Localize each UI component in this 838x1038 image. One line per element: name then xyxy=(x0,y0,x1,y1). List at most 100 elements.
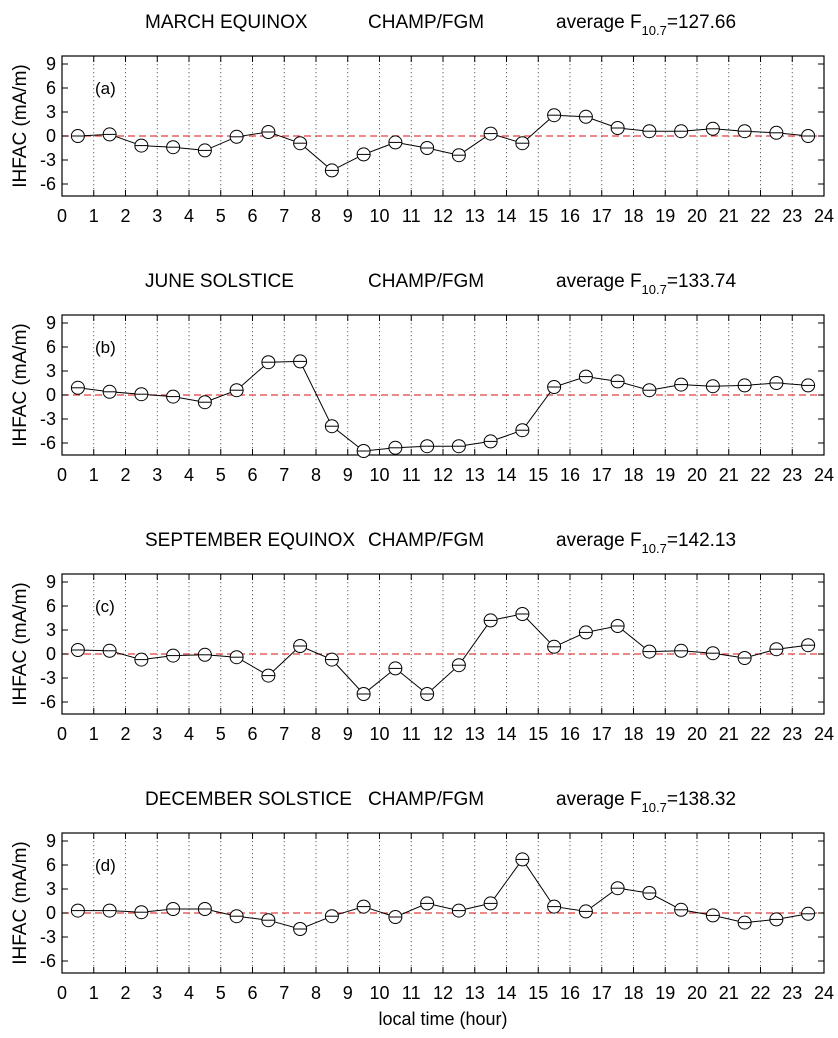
y-tick-label: -6 xyxy=(40,433,56,453)
y-tick-label: 6 xyxy=(46,337,56,357)
x-tick-label: 4 xyxy=(184,983,194,1003)
x-tick-label: 19 xyxy=(655,465,675,485)
x-tick-label: 6 xyxy=(247,724,257,744)
x-tick-label: 22 xyxy=(750,724,770,744)
panel-title-instrument: CHAMP/FGM xyxy=(368,789,484,810)
x-tick-label: 21 xyxy=(719,724,739,744)
panel-title-f107: average F10.7=142.13 xyxy=(556,530,736,556)
x-tick-label: 21 xyxy=(719,983,739,1003)
x-tick-label: 17 xyxy=(592,983,612,1003)
x-tick-label: 9 xyxy=(343,206,353,226)
panel-b: JUNE SOLSTICE CHAMP/FGM average F10.7=133.… xyxy=(10,271,834,485)
x-tick-label: 2 xyxy=(120,206,130,226)
data-point xyxy=(420,687,435,701)
data-point xyxy=(737,651,752,665)
x-tick-label: 5 xyxy=(216,983,226,1003)
y-tick-label: -3 xyxy=(40,409,56,429)
data-point xyxy=(769,125,784,140)
data-point xyxy=(356,147,371,162)
x-tick-label: 23 xyxy=(782,206,802,226)
data-point xyxy=(197,143,212,158)
y-tick-label: 3 xyxy=(46,620,56,640)
y-tick-label: 3 xyxy=(46,102,56,122)
grid xyxy=(93,574,793,714)
x-tick-label: 4 xyxy=(184,465,194,485)
data-point xyxy=(388,440,403,455)
data-point xyxy=(674,902,689,917)
y-tick-label: -3 xyxy=(40,668,56,688)
y-tick-label: -6 xyxy=(40,951,56,971)
data-point xyxy=(451,439,466,454)
x-tick-label: 24 xyxy=(814,206,834,226)
data-point xyxy=(737,915,752,930)
panel-label: (c) xyxy=(95,597,115,616)
x-tick-label: 1 xyxy=(89,724,99,744)
data-point xyxy=(197,902,212,916)
grid xyxy=(93,56,793,196)
data-point xyxy=(293,354,308,369)
data-point xyxy=(356,687,371,701)
x-tick-label: 13 xyxy=(465,983,485,1003)
data-point xyxy=(166,140,181,155)
x-tick-label: 2 xyxy=(120,724,130,744)
data-point xyxy=(70,380,85,395)
y-tick-label: 3 xyxy=(46,879,56,899)
data-point xyxy=(642,383,657,398)
data-point xyxy=(420,141,435,155)
x-tick-label: 10 xyxy=(369,724,389,744)
x-tick-label: 15 xyxy=(528,983,548,1003)
data-point xyxy=(134,905,149,920)
x-tick-label: 2 xyxy=(120,983,130,1003)
grid xyxy=(93,833,793,973)
data-point xyxy=(769,376,784,390)
x-axis-label: local time (hour) xyxy=(378,1009,507,1029)
x-tick-label: 19 xyxy=(655,724,675,744)
x-tick-label: 16 xyxy=(560,206,580,226)
x-tick-label: 20 xyxy=(687,206,707,226)
x-tick-label: 16 xyxy=(560,465,580,485)
y-tick-label: 9 xyxy=(46,54,56,74)
x-tick-label: 5 xyxy=(216,724,226,744)
x-tick-label: 3 xyxy=(152,983,162,1003)
x-tick-label: 15 xyxy=(528,465,548,485)
x-tick-label: 1 xyxy=(89,983,99,1003)
x-tick-label: 11 xyxy=(402,983,421,1003)
data-point xyxy=(261,125,276,139)
data-point xyxy=(420,439,435,454)
panel-title-season: SEPTEMBER EQUINOX xyxy=(145,530,355,551)
data-point xyxy=(134,652,149,667)
data-point xyxy=(515,607,530,621)
x-tick-label: 12 xyxy=(433,206,453,226)
y-tick-label: 6 xyxy=(46,78,56,98)
x-tick-label: 19 xyxy=(655,983,675,1003)
panel-title-f107: average F10.7=133.74 xyxy=(556,271,737,297)
data-point xyxy=(483,896,498,911)
data-point xyxy=(197,647,212,662)
grid xyxy=(93,315,793,455)
x-tick-label: 9 xyxy=(343,724,353,744)
data-point xyxy=(324,909,339,924)
y-tick-label: -3 xyxy=(40,150,56,170)
data-point xyxy=(70,903,85,918)
data-point xyxy=(483,126,498,141)
x-tick-label: 4 xyxy=(184,724,194,744)
x-tick-label: 5 xyxy=(216,465,226,485)
x-tick-label: 17 xyxy=(592,724,612,744)
data-point xyxy=(483,613,498,628)
x-tick-label: 9 xyxy=(343,983,353,1003)
panel-label: (a) xyxy=(95,79,116,98)
x-tick-label: 3 xyxy=(152,724,162,744)
data-point xyxy=(293,922,308,936)
x-tick-label: 10 xyxy=(369,206,389,226)
x-tick-label: 3 xyxy=(152,206,162,226)
y-axis-label: IHFAC (mA/m) xyxy=(10,582,31,706)
x-tick-label: 7 xyxy=(279,983,289,1003)
x-tick-label: 20 xyxy=(687,724,707,744)
data-point xyxy=(674,377,689,392)
panel-label: (d) xyxy=(95,856,116,875)
data-point xyxy=(451,903,466,918)
data-point xyxy=(70,643,85,657)
y-tick-label: 9 xyxy=(46,313,56,333)
data-point xyxy=(610,121,625,135)
